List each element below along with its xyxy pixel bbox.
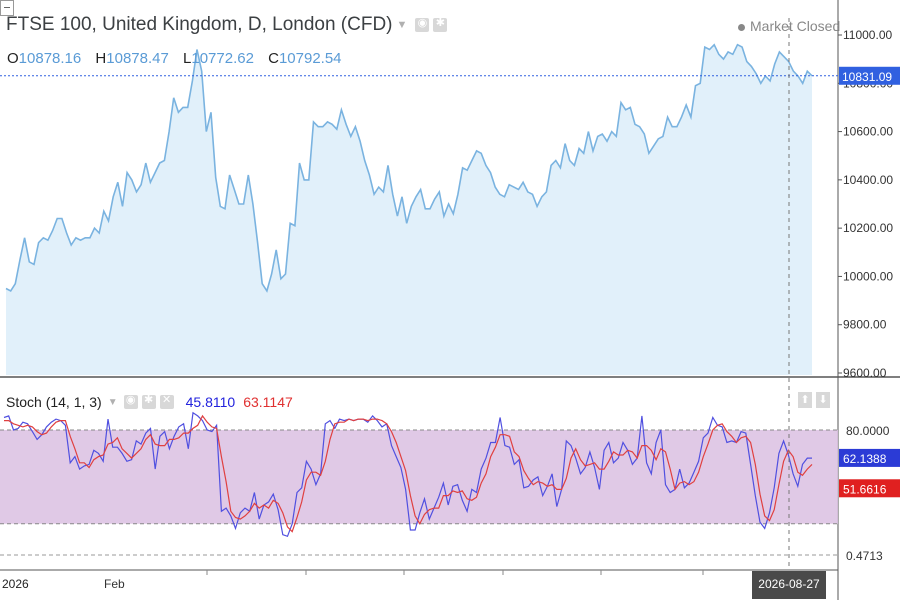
stoch-k-badge bbox=[839, 448, 900, 467]
ohlc-low-key: L bbox=[183, 50, 192, 67]
stoch-d-badge bbox=[839, 479, 900, 498]
price-line bbox=[5, 43, 813, 293]
symbol-title[interactable]: FTSE 100, United Kingdom, D, London (CFD… bbox=[6, 14, 393, 35]
collapse-button[interactable] bbox=[0, 0, 14, 16]
stoch-header: Stoch (14, 1, 3) ▼ ◉ ✱ ✕ 45.8110 63.1147 bbox=[6, 394, 293, 410]
eye-icon[interactable]: ◉ bbox=[123, 394, 138, 409]
stoch-label[interactable]: Stoch (14, 1, 3) bbox=[6, 394, 102, 410]
stoch-k-value: 45.8110 bbox=[185, 394, 236, 410]
price-tick-label: 10600.00 bbox=[843, 125, 893, 139]
market-status-text: Market Closed bbox=[750, 18, 841, 34]
stoch-band bbox=[0, 430, 838, 524]
chevron-down-icon[interactable]: ▼ bbox=[396, 19, 408, 31]
price-tick-label: 10400.00 bbox=[843, 173, 893, 187]
ohlc-high-value: 10878.47 bbox=[106, 50, 169, 67]
last-price-badge bbox=[839, 66, 900, 85]
close-icon[interactable]: ✕ bbox=[159, 394, 174, 409]
eye-icon[interactable]: ◉ bbox=[415, 17, 430, 32]
gear-icon[interactable]: ✱ bbox=[141, 394, 156, 409]
stoch-series-K bbox=[3, 411, 812, 538]
crosshair-date-badge bbox=[752, 571, 826, 599]
pane-arrows: ⬆ ⬇ bbox=[798, 392, 830, 408]
ohlc-close-key: C bbox=[268, 50, 279, 67]
ohlc-high-key: H bbox=[95, 50, 107, 67]
status-dot-icon bbox=[738, 23, 745, 31]
gear-icon[interactable]: ✱ bbox=[433, 17, 448, 32]
price-tick-label: 10200.00 bbox=[843, 221, 893, 235]
arrow-down-icon[interactable]: ⬇ bbox=[816, 392, 830, 408]
ohlc-readout: O10878.16 H10878.47 L10772.62 C10792.54 bbox=[7, 50, 352, 67]
ohlc-low-value: 10772.62 bbox=[191, 50, 254, 67]
price-tick-label: 9800.00 bbox=[843, 318, 887, 332]
ohlc-open-key: O bbox=[7, 50, 19, 67]
stoch-d-badge-label: 51.6616 bbox=[843, 482, 887, 496]
ohlc-open-value: 10878.16 bbox=[18, 50, 82, 67]
chevron-down-icon[interactable]: ▼ bbox=[107, 396, 118, 408]
symbol-header: FTSE 100, United Kingdom, D, London (CFD… bbox=[6, 14, 451, 36]
time-label-year: 2026 bbox=[2, 577, 29, 591]
price-tick-label: 9600.00 bbox=[843, 366, 887, 380]
ohlc-close-value: 10792.54 bbox=[278, 50, 342, 67]
last-price-label: 10831.09 bbox=[842, 70, 892, 84]
market-status: Market Closed bbox=[738, 18, 840, 34]
price-area-fill bbox=[6, 44, 812, 375]
arrow-up-icon[interactable]: ⬆ bbox=[798, 392, 812, 408]
stoch-bottom-label: 0.4713 bbox=[846, 549, 883, 563]
price-tick-label: 11000.00 bbox=[843, 28, 892, 42]
stoch-tick-label: 80.0000 bbox=[846, 424, 890, 438]
stoch-series-D bbox=[4, 414, 813, 533]
time-label-month: Feb bbox=[104, 577, 125, 591]
crosshair-date-label: 2026-08-27 bbox=[758, 577, 820, 591]
stoch-d-value: 63.1147 bbox=[243, 394, 293, 410]
price-tick-label: 10000.00 bbox=[843, 269, 893, 283]
stoch-k-badge-label: 62.1388 bbox=[843, 452, 887, 466]
